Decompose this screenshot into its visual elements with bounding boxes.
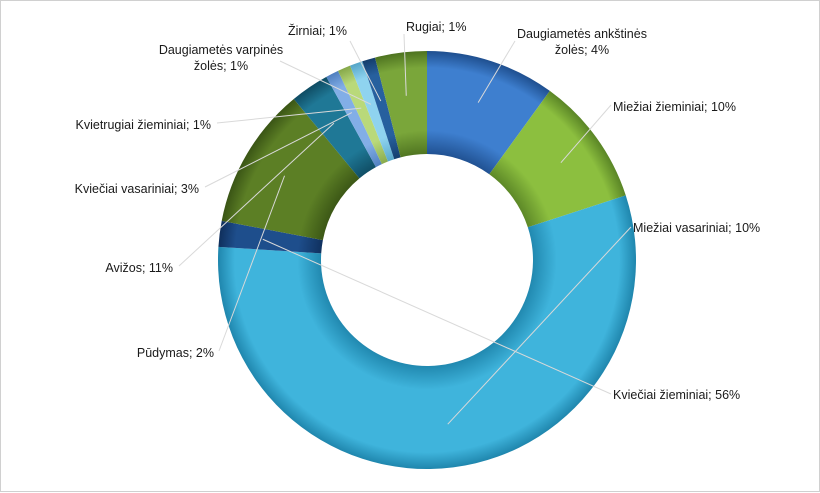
- donut-slice: [489, 90, 626, 228]
- leader-line: [447, 226, 632, 425]
- donut-slice: [293, 76, 376, 179]
- donut-slice: [326, 70, 382, 168]
- leader-line: [204, 112, 353, 188]
- leader-line: [216, 107, 362, 124]
- leader-line: [560, 104, 612, 164]
- data-label: Daugiametės varpinės žolės; 1%: [159, 43, 283, 73]
- donut-slice: [350, 61, 395, 162]
- donut-slice: [217, 195, 637, 470]
- data-label: Kviečiai žieminiai; 56%: [613, 388, 740, 402]
- leader-line: [403, 33, 407, 96]
- leader-lines: [178, 33, 632, 425]
- leader-line: [279, 60, 372, 105]
- slice-labels: Daugiametės ankštinės žolės; 4% Miežiai ži…: [75, 20, 761, 402]
- data-label: Žirniai; 1%: [288, 23, 347, 38]
- donut-slice: [427, 51, 550, 175]
- donut-segments: [217, 51, 637, 470]
- leader-line: [477, 40, 516, 103]
- leader-line: [218, 175, 286, 352]
- leader-line: [262, 238, 612, 395]
- donut-slice: [375, 51, 427, 158]
- donut-slice: [338, 65, 388, 165]
- donut-slice: [221, 98, 360, 241]
- data-label: Daugiametės ankštinės žolės; 4%: [517, 27, 647, 57]
- leader-line: [178, 122, 335, 267]
- data-label: Rugiai; 1%: [406, 20, 466, 34]
- data-label: Avižos; 11%: [105, 261, 173, 275]
- data-label: Pūdymas; 2%: [137, 346, 214, 360]
- data-label: Miežiai vasariniai; 10%: [633, 221, 760, 235]
- data-label: Miežiai žieminiai; 10%: [613, 100, 736, 114]
- donut-slice: [218, 220, 323, 254]
- leader-line: [349, 40, 382, 102]
- data-label: Kviečiai vasariniai; 3%: [75, 182, 199, 196]
- data-label: Kvietrugiai žieminiai; 1%: [76, 118, 211, 132]
